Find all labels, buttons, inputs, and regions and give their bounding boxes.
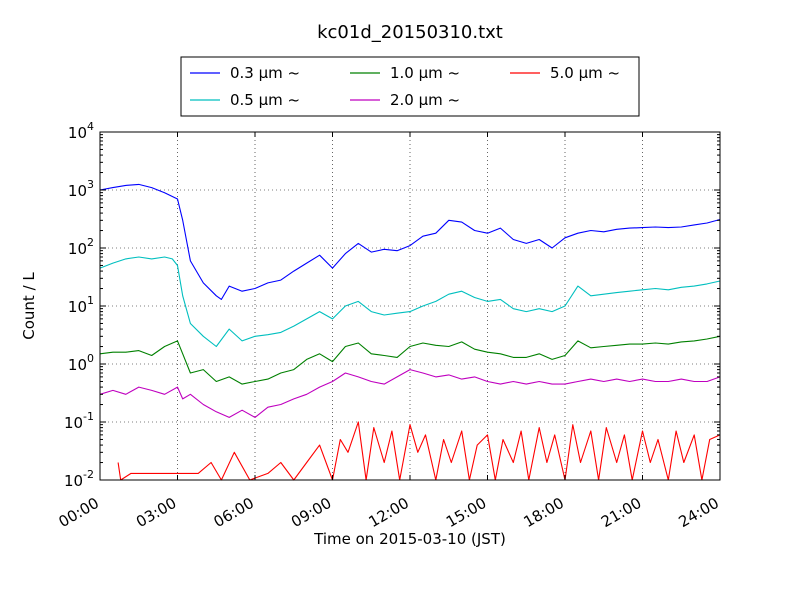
y-tick-exponent: -1 <box>83 410 94 423</box>
series-line-1 <box>99 256 721 348</box>
y-tick-exponent: 1 <box>87 294 94 307</box>
y-tick-base: 10 <box>68 356 87 374</box>
y-tick-base: 10 <box>64 472 83 490</box>
x-tick-label: 12:00 <box>366 494 412 531</box>
series-line-4 <box>117 421 721 481</box>
series-line-3 <box>99 369 721 418</box>
grid <box>100 132 720 480</box>
y-tick-label: 100 <box>68 352 94 374</box>
y-tick-exponent: -2 <box>83 468 94 481</box>
x-tick-label: 09:00 <box>288 494 334 531</box>
y-tick-exponent: 2 <box>87 236 94 249</box>
x-tick-label: 06:00 <box>211 494 257 531</box>
y-tick-exponent: 0 <box>87 352 94 365</box>
y-tick-base: 10 <box>68 124 87 142</box>
y-tick-base: 10 <box>64 414 83 432</box>
legend-label: 2.0 μm ~ <box>390 91 460 109</box>
x-tick-label: 24:00 <box>676 494 722 531</box>
legend-label: 1.0 μm ~ <box>390 64 460 82</box>
y-tick-base: 10 <box>68 182 87 200</box>
y-tick-exponent: 4 <box>87 120 94 133</box>
chart-title: kc01d_20150310.txt <box>317 22 503 43</box>
legend-label: 0.5 μm ~ <box>230 91 300 109</box>
y-tick-base: 10 <box>68 298 87 316</box>
series-line-2 <box>99 335 721 385</box>
y-tick-label: 10-1 <box>64 410 94 432</box>
x-tick-label: 18:00 <box>521 494 567 531</box>
y-tick-base: 10 <box>68 240 87 258</box>
y-tick-label: 102 <box>68 236 94 258</box>
legend: 0.3 μm ~ 0.5 μm ~ 1.0 μm ~ 2.0 μm ~ 5.0 μm ~ <box>180 56 640 117</box>
x-tick-label: 00:00 <box>56 494 102 531</box>
x-axis-label: Time on 2015-03-10 (JST) <box>313 530 506 548</box>
x-axis: 00:00 03:00 06:00 09:00 12:00 15:00 18:00 21:00… <box>56 132 722 531</box>
x-tick-label: 15:00 <box>443 494 489 531</box>
y-tick-label: 10-2 <box>64 468 94 490</box>
y-tick-label: 101 <box>68 294 94 316</box>
legend-box <box>180 56 640 117</box>
x-tick-label: 03:00 <box>133 494 179 531</box>
y-axis-label: Count / L <box>20 272 38 340</box>
x-tick-label: 21:00 <box>598 494 644 531</box>
series-line-0 <box>99 183 721 300</box>
y-tick-label: 103 <box>68 178 94 200</box>
legend-label: 0.3 μm ~ <box>230 64 300 82</box>
y-tick-exponent: 3 <box>87 178 94 191</box>
legend-label: 5.0 μm ~ <box>550 64 620 82</box>
y-tick-label: 104 <box>68 120 94 142</box>
